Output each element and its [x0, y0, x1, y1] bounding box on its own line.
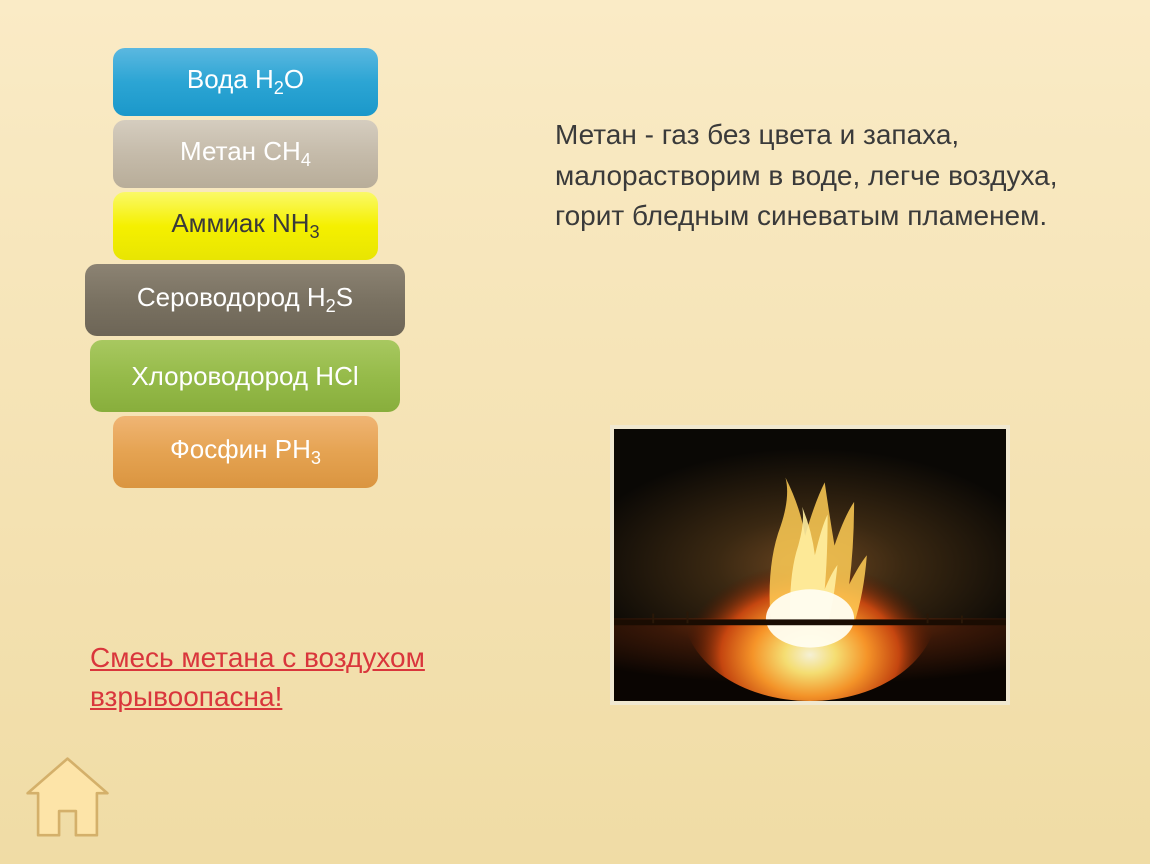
- description-text: Метан - газ без цвета и запаха, малораст…: [555, 115, 1085, 237]
- warning-text: Смесь метана с воздухом взрывоопасна!: [90, 638, 425, 716]
- compound-phosphine[interactable]: Фосфин PH3: [113, 416, 378, 488]
- compound-water[interactable]: Вода H2O: [113, 48, 378, 116]
- compound-ammonia[interactable]: Аммиак NH3: [113, 192, 378, 260]
- compound-h2s[interactable]: Сероводород H2S: [85, 264, 405, 336]
- home-button[interactable]: [10, 741, 125, 856]
- compound-label: Сероводород H2S: [137, 282, 353, 317]
- compound-label: Метан CH4: [180, 136, 311, 171]
- compound-methane[interactable]: Метан CH4: [113, 120, 378, 188]
- home-icon: [15, 746, 120, 851]
- compound-hcl[interactable]: Хлороводород HCl: [90, 340, 400, 412]
- compound-label: Хлороводород HCl: [131, 361, 358, 392]
- compound-label: Аммиак NH3: [171, 208, 319, 243]
- compound-list: Вода H2O Метан CH4 Аммиак NH3 Сероводоро…: [85, 48, 405, 492]
- compound-label: Вода H2O: [187, 64, 304, 99]
- fire-image: [610, 425, 1010, 705]
- compound-label: Фосфин PH3: [170, 434, 321, 469]
